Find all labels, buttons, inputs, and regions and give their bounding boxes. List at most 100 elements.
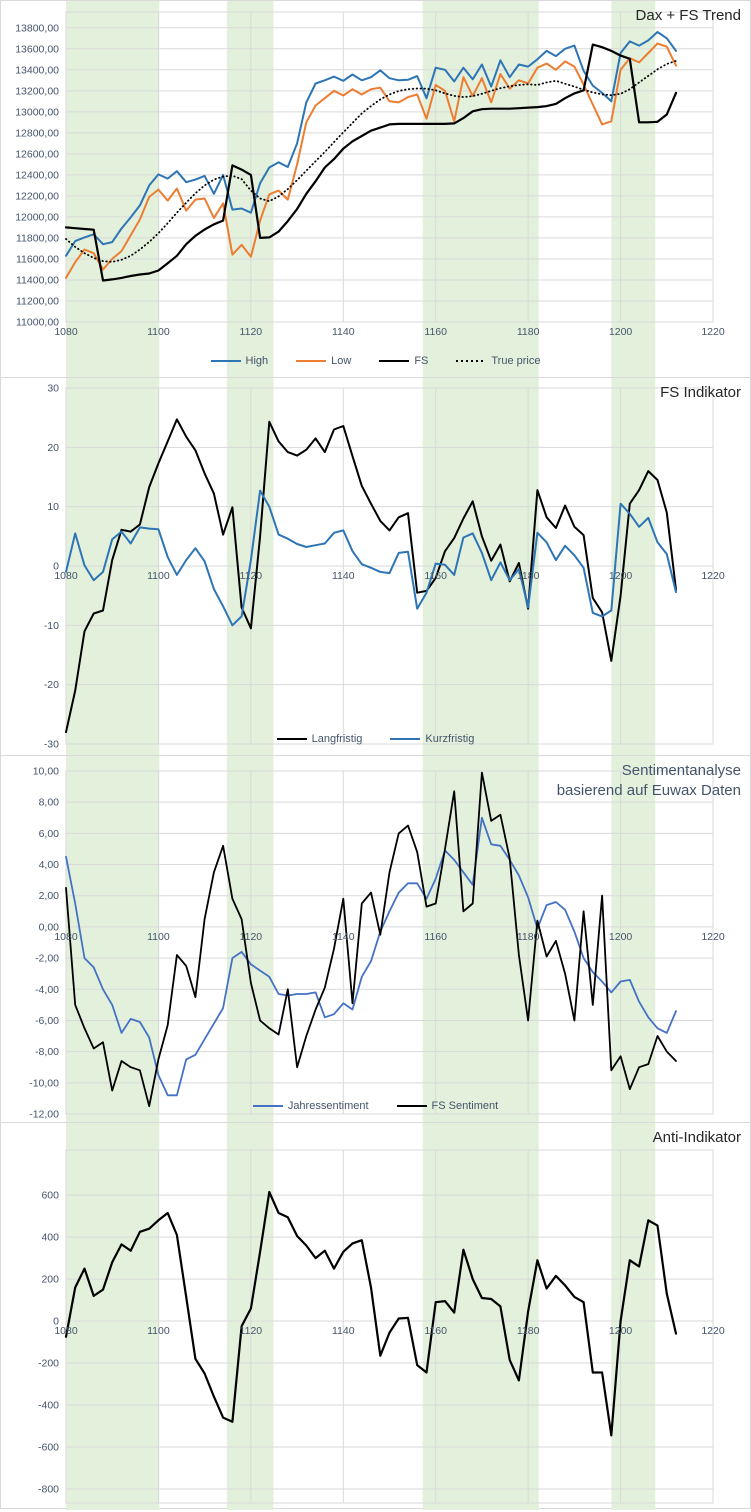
- legend-label: Kurzfristig: [425, 733, 475, 745]
- svg-text:1120: 1120: [240, 1325, 263, 1337]
- svg-text:8,00: 8,00: [39, 797, 60, 809]
- svg-text:600: 600: [41, 1190, 59, 1202]
- svg-text:1220: 1220: [701, 570, 725, 582]
- chart-title-sentimentanalyse: Sentimentanalyse basierend auf Euwax Dat…: [557, 761, 741, 802]
- svg-text:11600,00: 11600,00: [16, 253, 59, 265]
- svg-text:11400,00: 11400,00: [16, 274, 59, 286]
- svg-text:1180: 1180: [517, 570, 540, 582]
- chart-panel-anti-indikator[interactable]: 600 400 200 0 -200 -400 -600 -800 1080 1100 1120 11…: [0, 1122, 751, 1512]
- svg-text:12400,00: 12400,00: [15, 169, 59, 181]
- svg-text:1100: 1100: [147, 1325, 170, 1337]
- legend-fs-indikator: Langfristig Kurzfristig: [1, 733, 750, 745]
- svg-text:1120: 1120: [240, 326, 263, 338]
- svg-text:1120: 1120: [240, 570, 263, 582]
- svg-text:1080: 1080: [54, 1325, 78, 1337]
- svg-text:-20: -20: [44, 679, 59, 691]
- svg-text:13000,00: 13000,00: [15, 106, 59, 118]
- legend-line-swatch: [379, 360, 410, 362]
- legend-label: Low: [331, 355, 352, 367]
- svg-text:1100: 1100: [147, 931, 170, 943]
- anti-indikator-plot: 600 400 200 0 -200 -400 -600 -800 1080 1100 1120 11…: [1, 1123, 751, 1512]
- svg-text:10,00: 10,00: [33, 766, 59, 778]
- svg-text:11000,00: 11000,00: [16, 317, 59, 329]
- svg-text:1080: 1080: [54, 931, 78, 943]
- legend-label: Langfristig: [311, 733, 363, 745]
- svg-text:20: 20: [47, 442, 59, 454]
- svg-text:1160: 1160: [424, 931, 447, 943]
- svg-text:1160: 1160: [424, 326, 447, 338]
- svg-text:1220: 1220: [701, 326, 725, 338]
- svg-text:10: 10: [47, 501, 59, 513]
- svg-text:0: 0: [53, 1316, 59, 1328]
- legend-label: FS: [414, 355, 429, 367]
- legend-line-swatch: [390, 738, 421, 740]
- fs-indikator-plot: 30 20 10 0 -10 -20 -30 1080 1100 1120 1140 1160 1180…: [1, 378, 751, 762]
- svg-text:1100: 1100: [147, 570, 170, 582]
- svg-text:0: 0: [53, 561, 59, 573]
- legend-item-high: High: [210, 355, 268, 367]
- dax-fs-trend-plot: 13800,00 13600,00 13400,00 13200,00 13000,00…: [1, 1, 751, 384]
- svg-text:12000,00: 12000,00: [15, 211, 59, 223]
- svg-text:200: 200: [41, 1274, 59, 1286]
- svg-text:1180: 1180: [517, 931, 540, 943]
- svg-text:1200: 1200: [609, 570, 633, 582]
- legend-dax-fs-trend: High Low FS True price: [1, 355, 750, 367]
- svg-text:-30: -30: [44, 739, 59, 751]
- legend-line-swatch: [456, 360, 487, 362]
- svg-text:1200: 1200: [609, 326, 633, 338]
- svg-text:-600: -600: [38, 1441, 59, 1453]
- svg-text:13400,00: 13400,00: [15, 64, 59, 76]
- svg-text:6,00: 6,00: [39, 828, 60, 840]
- sentimentanalyse-plot: 10,00 8,00 6,00 4,00 2,00 0,00 -2,00 -4,00 -6,00…: [1, 756, 751, 1129]
- svg-text:4,00: 4,00: [39, 859, 60, 871]
- chart-panel-sentimentanalyse[interactable]: 10,00 8,00 6,00 4,00 2,00 0,00 -2,00 -4,00 -6,00…: [0, 755, 751, 1124]
- svg-text:1140: 1140: [332, 570, 355, 582]
- svg-text:-2,00: -2,00: [35, 953, 59, 965]
- chart-title-line1: Sentimentanalyse: [621, 762, 741, 779]
- svg-text:1220: 1220: [701, 1325, 725, 1337]
- legend-item-kurzfristig: Kurzfristig: [390, 733, 474, 745]
- svg-text:13200,00: 13200,00: [15, 85, 59, 97]
- svg-text:2,00: 2,00: [39, 890, 60, 902]
- legend-item-true-price: True price: [456, 355, 540, 367]
- svg-text:1160: 1160: [424, 570, 447, 582]
- svg-text:12800,00: 12800,00: [15, 127, 59, 139]
- svg-text:11800,00: 11800,00: [16, 232, 59, 244]
- svg-text:-200: -200: [38, 1358, 59, 1370]
- svg-text:1180: 1180: [517, 326, 540, 338]
- svg-text:1140: 1140: [332, 1325, 355, 1337]
- legend-line-swatch: [276, 738, 307, 740]
- legend-line-swatch: [396, 1105, 427, 1107]
- svg-text:-800: -800: [38, 1483, 59, 1495]
- chart-panel-fs-indikator[interactable]: 30 20 10 0 -10 -20 -30 1080 1100 1120 1140 1160 1180…: [0, 377, 751, 757]
- legend-label: Jahressentiment: [287, 1100, 369, 1112]
- chart-title-dax-fs-trend: Dax + FS Trend: [635, 7, 741, 24]
- legend-label: FS Sentiment: [431, 1100, 499, 1112]
- legend-item-fs: FS: [379, 355, 428, 367]
- legend-line-swatch: [210, 360, 241, 362]
- svg-text:1220: 1220: [701, 931, 725, 943]
- svg-text:-4,00: -4,00: [35, 984, 59, 996]
- legend-line-swatch: [252, 1105, 283, 1107]
- svg-text:12200,00: 12200,00: [15, 190, 59, 202]
- legend-sentimentanalyse: Jahressentiment FS Sentiment: [1, 1100, 750, 1112]
- svg-text:-8,00: -8,00: [35, 1046, 59, 1058]
- svg-text:0,00: 0,00: [39, 921, 60, 933]
- chart-title-fs-indikator: FS Indikator: [660, 384, 741, 401]
- svg-text:13800,00: 13800,00: [15, 22, 59, 34]
- svg-text:-6,00: -6,00: [35, 1015, 59, 1027]
- svg-text:-10: -10: [44, 620, 59, 632]
- svg-text:1080: 1080: [54, 326, 78, 338]
- svg-text:1120: 1120: [240, 931, 263, 943]
- svg-text:11200,00: 11200,00: [16, 295, 59, 307]
- svg-text:1200: 1200: [609, 931, 633, 943]
- svg-text:1180: 1180: [517, 1325, 540, 1337]
- legend-item-langfristig: Langfristig: [276, 733, 363, 745]
- chart-title-line2: basierend auf Euwax Daten: [556, 782, 741, 800]
- svg-text:1080: 1080: [54, 570, 78, 582]
- chart-panel-dax-fs-trend[interactable]: 13800,00 13600,00 13400,00 13200,00 13000,00…: [0, 0, 751, 379]
- svg-text:-10,00: -10,00: [29, 1077, 59, 1089]
- svg-text:400: 400: [41, 1232, 59, 1244]
- legend-item-fs-sentiment: FS Sentiment: [396, 1100, 499, 1112]
